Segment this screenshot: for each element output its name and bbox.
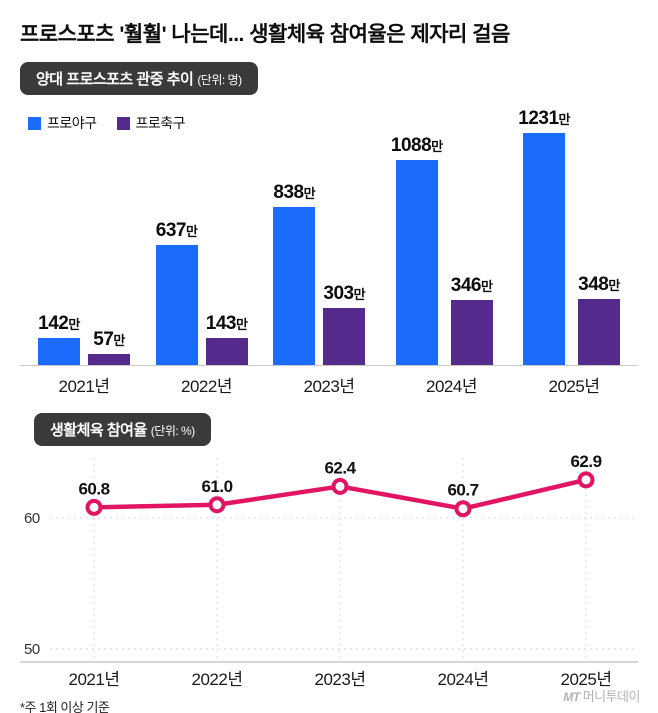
bar-value-label: 1088만 [390, 135, 443, 156]
bar [205, 338, 248, 365]
point-value-label: 62.4 [324, 458, 356, 477]
line-chart-unit: (단위: %) [150, 424, 195, 438]
bar [578, 299, 620, 365]
bar-value-label: 57만 [93, 329, 125, 350]
bar-x-label: 2024년 [426, 377, 477, 396]
bar-x-axis-labels: 2021년 2022년 2023년 2024년 2025년 [20, 372, 638, 397]
bar-plot-area: 142만 57만 637만 143만 838만 303만 1088만 346만 1231만 348… [20, 103, 638, 366]
bar [323, 308, 366, 365]
bar [155, 245, 198, 365]
data-point [208, 496, 226, 514]
bar-chart: 프로야구 프로축구 142만 57만 637만 143만 838만 303만 1088만 34… [20, 103, 638, 397]
bar-group: 1088만 346만 [391, 135, 493, 365]
bar-group: 1231만 348만 [518, 108, 620, 365]
bar-x-label: 2022년 [181, 377, 232, 396]
soccer-swatch-icon [116, 116, 130, 130]
legend: 프로야구 프로축구 [28, 113, 186, 133]
moneytoday-text: 머니투데이 [582, 689, 641, 704]
bar [38, 338, 80, 365]
bar-value-label: 838만 [273, 182, 316, 203]
line-chart-title-badge: 생활체육 참여율 (단위: %) [34, 413, 211, 446]
bar-group: 637만 143만 [155, 220, 248, 365]
bar-group: 142만 57만 [38, 313, 130, 365]
legend-item-soccer: 프로축구 [116, 113, 186, 133]
data-point [331, 477, 349, 495]
bar [273, 207, 316, 365]
point-value-label: 60.8 [78, 479, 109, 498]
line-x-label: 2021년 [69, 670, 120, 689]
page-title: 프로스포츠 '훨훨' 나는데... 생활체육 참여율은 제자리 걸음 [20, 23, 510, 46]
bar [395, 160, 438, 365]
moneytoday-watermark: MT 머니투데이 [563, 686, 640, 705]
bar-x-label: 2021년 [58, 377, 110, 396]
point-value-label: 60.7 [447, 481, 478, 500]
bar-x-label: 2025년 [548, 377, 600, 396]
bar [523, 133, 566, 365]
bar [450, 300, 493, 365]
bar-x-label: 2023년 [303, 377, 355, 396]
data-point [577, 471, 595, 489]
bar-value-label: 142만 [38, 313, 80, 334]
bar-chart-unit: (단위: 명) [197, 73, 242, 87]
legend-item-baseball: 프로야구 [28, 113, 97, 133]
bar-value-label: 143만 [205, 313, 248, 334]
point-value-label: 62.9 [570, 452, 601, 471]
bar-group: 838만 303만 [273, 182, 366, 365]
bar-chart-title-badge: 양대 프로스포츠 관중 추이 (단위: 명) [20, 62, 258, 95]
legend-label-soccer: 프로축구 [135, 115, 186, 131]
baseball-swatch-icon [28, 116, 41, 130]
line-x-label: 2023년 [315, 670, 366, 689]
bar-chart-title: 양대 프로스포츠 관중 추이 [36, 71, 194, 88]
bar-value-label: 303만 [323, 283, 366, 304]
point-value-label: 61.0 [201, 477, 232, 496]
y-tick-label: 50 [24, 641, 40, 658]
line-x-label: 2022년 [192, 670, 243, 689]
bar-value-label: 348만 [578, 274, 620, 295]
bar-value-label: 346만 [450, 275, 493, 296]
y-tick-label: 60 [24, 510, 40, 527]
line-chart-title: 생활체육 참여율 [50, 422, 147, 439]
bar [88, 354, 130, 365]
line-chart: 60 50 60.8 2021년 61.0 2022년 62.4 2023년 60.7 2024년… [20, 452, 638, 689]
data-point [454, 500, 472, 518]
moneytoday-logo-icon: MT [563, 690, 580, 704]
bar-value-label: 637만 [155, 220, 198, 241]
legend-label-baseball: 프로야구 [47, 115, 97, 131]
footnote: *주 1회 이상 기준 [20, 700, 110, 713]
line-x-label: 2024년 [438, 670, 489, 689]
bar-value-label: 1231만 [518, 108, 570, 129]
data-point [85, 498, 103, 516]
line-x-label: 2025년 [561, 670, 612, 689]
